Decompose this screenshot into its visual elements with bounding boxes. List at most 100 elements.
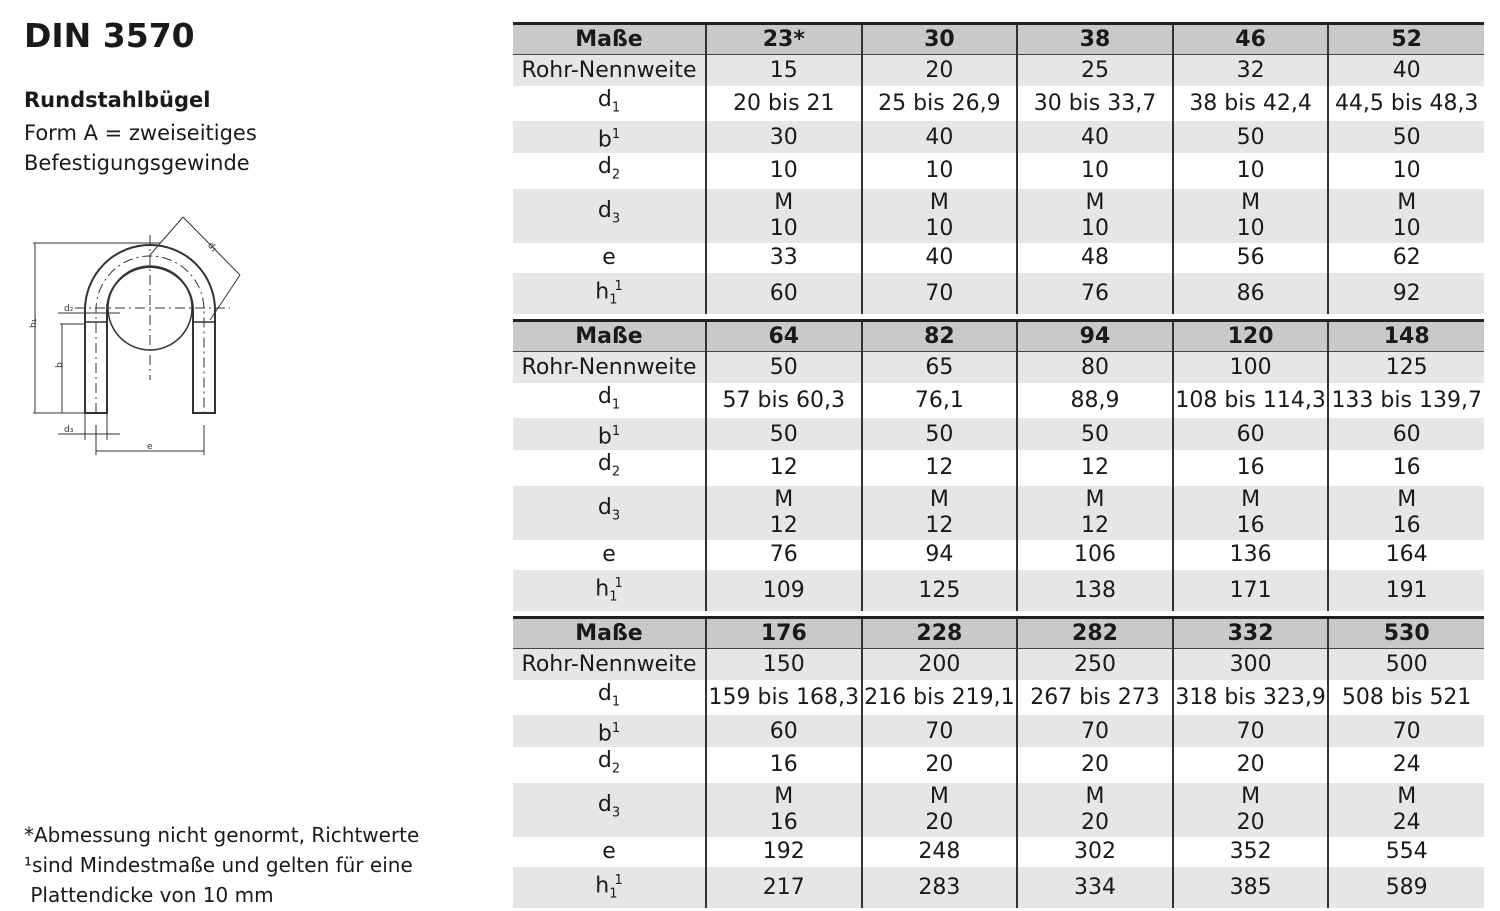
- value-cell: 318 bis 323,9: [1171, 679, 1329, 715]
- value-cell: 300: [1171, 648, 1329, 680]
- row-label-cell: b1: [513, 120, 706, 154]
- row-label-subscript: 2: [611, 167, 621, 183]
- row-label-superscript: 1: [611, 720, 621, 736]
- size-header-cell: 94: [1016, 319, 1173, 352]
- value-cell: 108 bis 114,3: [1171, 382, 1329, 418]
- size-header-cell: 332: [1171, 616, 1329, 649]
- row-label-superscript: 1: [611, 423, 621, 439]
- description-line: Befestigungsgewinde: [24, 151, 250, 175]
- value-cell: 70: [1171, 714, 1329, 748]
- value-cell: 200: [860, 648, 1018, 680]
- value-cell: M 20: [1171, 782, 1329, 837]
- row-label: d: [597, 198, 612, 224]
- value-cell: 20: [860, 747, 1018, 783]
- row-label-subscript: 1: [609, 292, 618, 308]
- row-label-subscript: 3: [611, 805, 621, 821]
- row-label-cell: d1: [513, 383, 706, 418]
- value-cell: 76: [705, 539, 862, 571]
- value-cell: 65: [860, 351, 1018, 383]
- size-header-cell: 148: [1327, 319, 1484, 352]
- row-label-cell: d1: [513, 680, 706, 715]
- product-name: Rundstahlbügel: [24, 88, 211, 112]
- footnote-1: ¹sind Mindestmaße und gelten für eine: [24, 853, 413, 877]
- label-e: e: [147, 442, 153, 452]
- value-cell: 136: [1171, 539, 1329, 571]
- value-cell: 38 bis 42,4: [1171, 85, 1329, 121]
- value-cell: M 10: [1171, 188, 1329, 243]
- table-row: e 33 40 48 56 62: [513, 242, 1484, 274]
- row-label: d: [597, 748, 612, 774]
- value-cell: M 16: [1327, 485, 1484, 540]
- u-bolt-technical-drawing: d₁ d₂ d₃ h₁ b e: [29, 216, 241, 455]
- label-d3: d₃: [64, 425, 74, 435]
- table-row: b1 30 40 40 50 50: [513, 120, 1484, 154]
- row-label-cell: d3: [513, 188, 706, 243]
- size-header-cell: 30: [860, 22, 1018, 55]
- value-cell: 70: [860, 273, 1018, 314]
- footnotes: *Abmessung nicht genormt, Richtwerte ¹si…: [24, 820, 419, 910]
- value-cell: 86: [1171, 273, 1329, 314]
- value-cell: 164: [1327, 539, 1484, 571]
- value-cell: 60: [1171, 417, 1329, 451]
- table-row: d2 10 10 10 10 10: [513, 153, 1484, 189]
- dimension-table: Maße 23* 30 38 46 52 Rohr-Nennweite 15 20 25 32 40 d…: [513, 22, 1484, 314]
- footnote-1-cont: Plattendicke von 10 mm: [24, 883, 274, 907]
- label-h1: h₁: [29, 318, 39, 328]
- table-row: Rohr-Nennweite 15 20 25 32 40: [513, 54, 1484, 86]
- value-cell: 106: [1016, 539, 1173, 571]
- header-row: Maße 64 82 94 120 148: [513, 319, 1484, 352]
- row-label-subscript: 3: [611, 211, 621, 227]
- value-cell: 20 bis 21: [705, 85, 862, 121]
- value-cell: 217: [705, 867, 862, 908]
- value-cell: 302: [1016, 836, 1173, 868]
- value-cell: 138: [1016, 570, 1173, 611]
- value-cell: 589: [1327, 867, 1484, 908]
- value-cell: M 10: [860, 188, 1018, 243]
- row-label: Rohr-Nennweite: [521, 651, 697, 677]
- value-cell: 40: [1016, 120, 1173, 154]
- table-row: d1 20 bis 21 25 bis 26,9 30 bis 33,7 38 bis …: [513, 85, 1484, 121]
- value-cell: 12: [1016, 450, 1173, 486]
- footnote-asterisk: *Abmessung nicht genormt, Richtwerte: [24, 823, 420, 847]
- row-label-subscript: 1: [611, 396, 621, 412]
- row-label-cell: e: [513, 837, 706, 868]
- value-cell: M 12: [860, 485, 1018, 540]
- table-row: e 76 94 106 136 164: [513, 539, 1484, 571]
- value-cell: 150: [705, 648, 862, 680]
- table-row: d3 M 16 M 20 M 20 M 20 M 24: [513, 782, 1484, 837]
- value-cell: 133 bis 139,7: [1327, 382, 1484, 418]
- header-label-cell: Maße: [513, 616, 706, 649]
- value-cell: 60: [1327, 417, 1484, 451]
- value-cell: 48: [1016, 242, 1173, 274]
- value-cell: 334: [1016, 867, 1173, 908]
- value-cell: 57 bis 60,3: [705, 382, 862, 418]
- value-cell: 50: [1327, 120, 1484, 154]
- value-cell: 125: [1327, 351, 1484, 383]
- value-cell: 40: [860, 120, 1018, 154]
- label-d1: d₁: [205, 241, 219, 255]
- row-label: d: [597, 86, 612, 112]
- value-cell: 159 bis 168,3: [705, 679, 862, 715]
- value-cell: M 16: [705, 782, 862, 837]
- row-label-cell: d2: [513, 747, 706, 782]
- row-label-cell: h11: [513, 273, 706, 314]
- row-label-cell: d3: [513, 485, 706, 540]
- value-cell: 10: [860, 153, 1018, 189]
- row-label: d: [597, 383, 612, 409]
- value-cell: 50: [1171, 120, 1329, 154]
- table-row: d2 12 12 12 16 16: [513, 450, 1484, 486]
- value-cell: 76: [1016, 273, 1173, 314]
- row-label: h: [595, 873, 610, 899]
- value-cell: 352: [1171, 836, 1329, 868]
- row-label-superscript: 1: [614, 279, 623, 295]
- value-cell: 30 bis 33,7: [1016, 85, 1173, 121]
- value-cell: 70: [860, 714, 1018, 748]
- row-label: d: [597, 154, 612, 180]
- value-cell: 191: [1327, 570, 1484, 611]
- value-cell: 267 bis 273: [1016, 679, 1173, 715]
- row-label-cell: d2: [513, 450, 706, 485]
- page-title: DIN 3570: [24, 16, 195, 55]
- size-header-cell: 120: [1171, 319, 1329, 352]
- table-row: d2 16 20 20 20 24: [513, 747, 1484, 783]
- table-row: b1 50 50 50 60 60: [513, 417, 1484, 451]
